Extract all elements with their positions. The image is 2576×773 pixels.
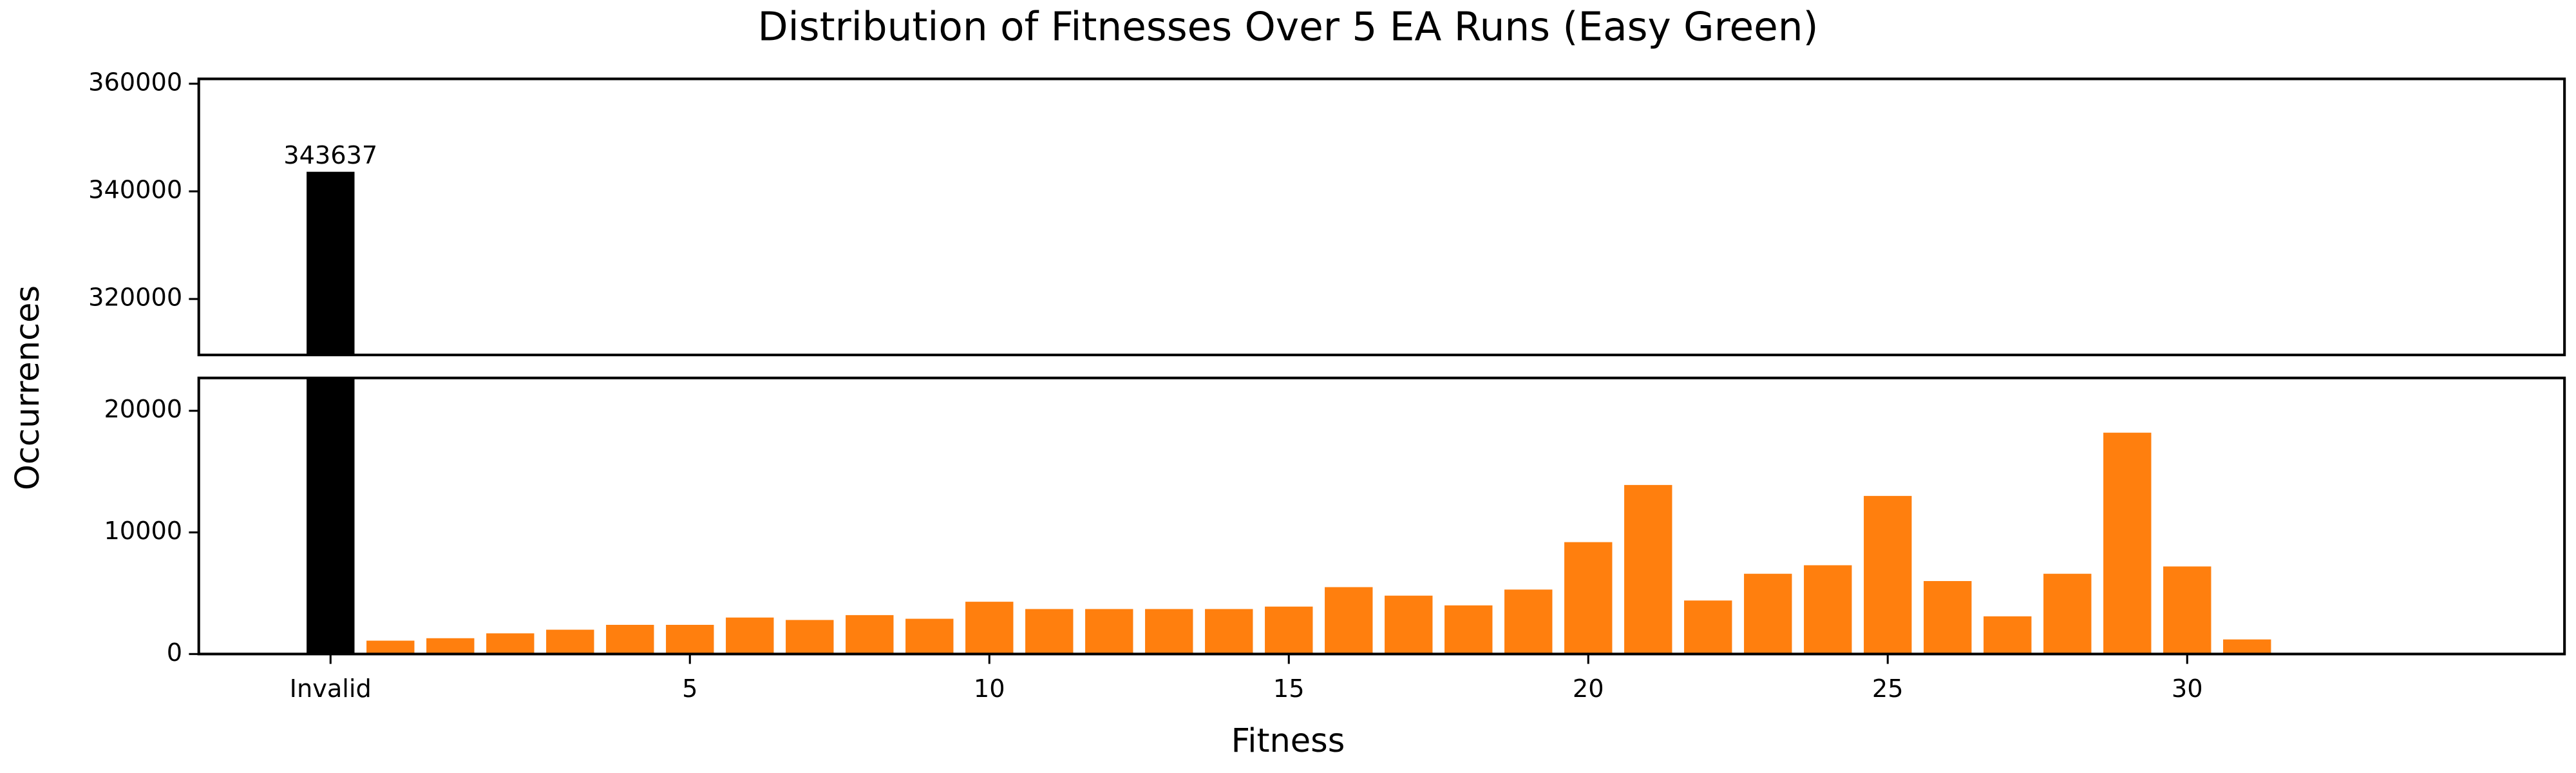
bar — [1564, 542, 1613, 654]
bar — [546, 629, 594, 654]
chart-title: Distribution of Fitnesses Over 5 EA Runs… — [758, 5, 1819, 50]
x-tick-label: 5 — [682, 674, 697, 703]
bar — [486, 633, 535, 654]
y-axis-label: Occurrences — [9, 285, 47, 490]
x-tick-label: Invalid — [290, 674, 372, 703]
y-tick-label: 20000 — [104, 395, 182, 424]
bar — [1205, 609, 1253, 654]
x-tick-label: 30 — [2172, 674, 2203, 703]
bar — [1444, 605, 1493, 654]
x-tick-label: 20 — [1573, 674, 1604, 703]
bar — [905, 618, 954, 654]
bar — [1265, 606, 1313, 654]
value-label: 343637 — [283, 141, 377, 170]
bar — [666, 624, 714, 654]
plot-frame — [197, 77, 2566, 357]
plot-frame — [197, 376, 2566, 656]
bar — [2103, 432, 2152, 654]
bar — [1385, 595, 1433, 654]
bar — [366, 640, 415, 654]
bar — [2223, 639, 2271, 654]
bar — [1744, 573, 1792, 654]
x-axis-label: Fitness — [1231, 722, 1345, 760]
x-tick-label: 25 — [1872, 674, 1904, 703]
bar — [1025, 609, 1074, 654]
bar — [1624, 484, 1672, 654]
bar — [1325, 587, 1373, 654]
bar — [726, 617, 774, 654]
bar — [786, 620, 834, 654]
bar — [1684, 600, 1732, 654]
bar — [426, 638, 475, 654]
bar — [1924, 581, 1972, 654]
bar — [307, 171, 355, 356]
bar — [2043, 573, 2092, 654]
bar — [1085, 609, 1133, 654]
bar — [846, 615, 894, 654]
bar — [2163, 566, 2211, 654]
bar — [965, 602, 1014, 654]
bar — [1804, 565, 1852, 654]
bar — [307, 377, 355, 654]
bar — [1145, 609, 1193, 654]
y-tick-label: 320000 — [88, 283, 182, 312]
bar — [1504, 589, 1553, 654]
bar — [1984, 616, 2032, 654]
x-tick-label: 10 — [974, 674, 1005, 703]
bar — [606, 624, 654, 654]
y-tick-label: 10000 — [104, 517, 182, 546]
bar — [1864, 495, 1912, 654]
y-tick-label: 360000 — [88, 68, 182, 97]
x-tick-label: 15 — [1273, 674, 1305, 703]
y-tick-label: 340000 — [88, 176, 182, 205]
y-tick-label: 0 — [167, 638, 182, 667]
